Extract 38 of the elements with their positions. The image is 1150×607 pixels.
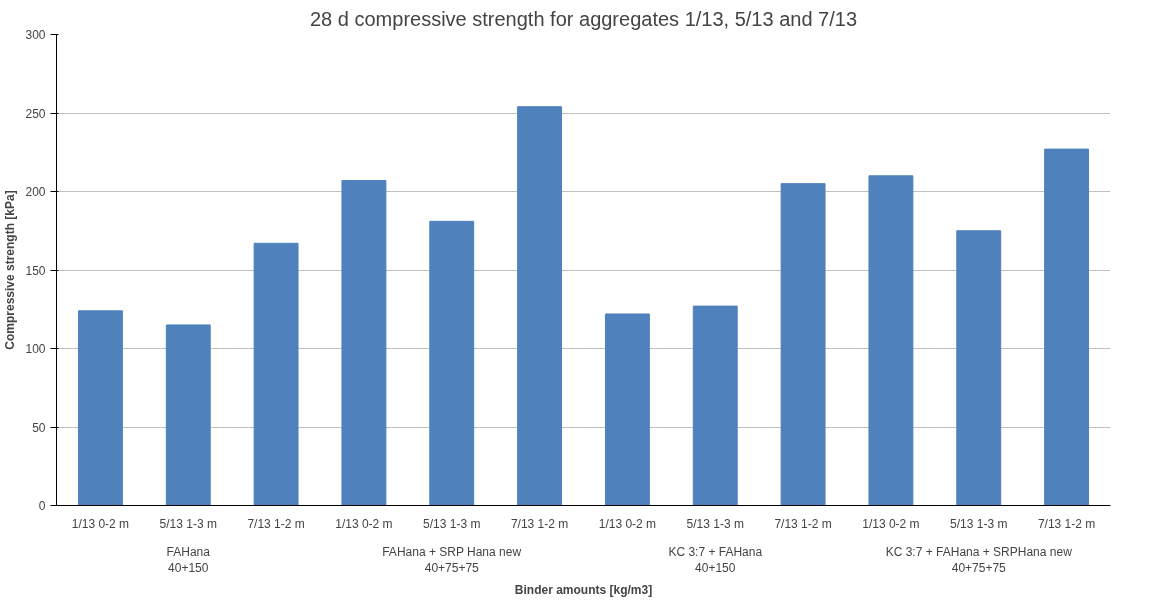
bar [780,183,826,506]
x-tick-label: 5/13 1-3 m [423,516,481,531]
x-tick-label: 1/13 0-2 m [598,516,657,531]
bar [604,313,650,506]
y-tick-label: 300 [25,28,46,42]
x-tick-label: 1/13 0-2 m [71,516,130,531]
x-tick-label: 1/13 0-2 m [862,516,920,531]
bar [165,324,211,506]
x-axis-title: Binder amounts [kg/m3] [514,583,653,598]
chart-title: 28 d compressive strength for aggregates 1/13, 5/13 and 7/13 [309,7,858,30]
x-tick-label: 7/13 1-2 m [247,516,305,531]
text: KC 3:7 + FAHana 40+150 [668,544,763,576]
x-tick-label: 7/13 1-2 m [1037,516,1096,531]
text: FAHana + SRP Hana new 40+75+75 [382,544,522,576]
bar [77,310,123,506]
x-tick-label: 5/13 1-3 m [950,516,1008,531]
x-tick-label: 7/13 1-2 m [510,516,569,531]
x-tick-label: 5/13 1-3 m [159,516,217,531]
text: KC 3:7 + FAHana + SRPHana new 40+75+75 [885,544,1073,576]
y-tick-label: 250 [25,106,46,121]
bar [1044,148,1090,506]
bar [517,106,563,506]
bar [692,305,738,506]
bar [341,180,387,506]
y-axis-title: Compressive strength [kPa] [3,190,18,350]
x-tick-label: 1/13 0-2 m [335,516,393,531]
bar [429,220,475,506]
y-tick-label: 0 [38,499,46,513]
bar [868,175,914,506]
bar [956,230,1002,506]
y-tick-label: 200 [25,185,46,199]
y-tick-label: 50 [32,420,46,435]
y-tick-label: 100 [25,342,46,356]
bar [253,242,299,506]
x-tick-label: 5/13 1-3 m [686,516,744,531]
text: FAHana 40+150 [166,544,211,576]
x-tick-label: 7/13 1-2 m [774,516,832,531]
y-tick-label: 150 [25,263,46,278]
